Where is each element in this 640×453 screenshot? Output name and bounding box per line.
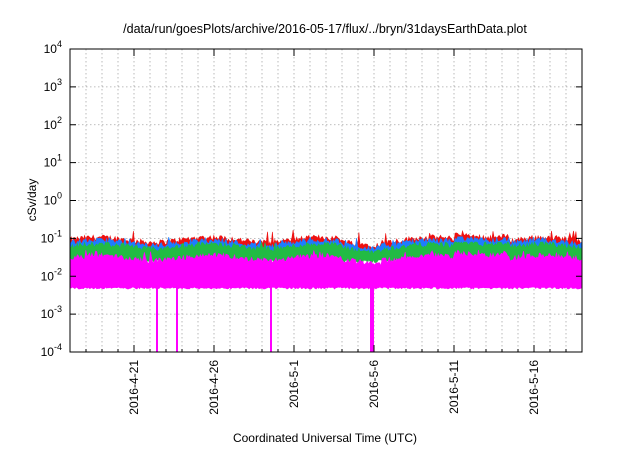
y-tick-label: 10-3 bbox=[41, 304, 62, 321]
x-tick-label: 2016-4-21 bbox=[127, 360, 141, 415]
x-tick-label: 2016-5-16 bbox=[527, 360, 541, 415]
y-tick-label: 100 bbox=[44, 191, 62, 208]
y-tick-label: 101 bbox=[44, 153, 62, 170]
x-tick-label: 2016-5-11 bbox=[447, 360, 461, 414]
x-tick-label: 2016-5-6 bbox=[367, 360, 381, 408]
series-layer bbox=[69, 229, 583, 352]
x-axis-label: Coordinated Universal Time (UTC) bbox=[233, 431, 417, 445]
dropout-spike bbox=[370, 284, 374, 352]
y-tick-label: 102 bbox=[44, 115, 62, 132]
y-axis-label: cSv/day bbox=[25, 179, 39, 222]
x-tick-label: 2016-4-26 bbox=[207, 360, 221, 415]
y-tick-label: 10-1 bbox=[41, 228, 62, 245]
axis-ticks bbox=[70, 48, 582, 353]
y-tick-label: 10-4 bbox=[41, 342, 62, 359]
dropout-spike bbox=[156, 284, 158, 352]
x-tick-label: 2016-5-1 bbox=[287, 360, 301, 408]
dropout-spike bbox=[270, 284, 272, 352]
y-tick-label: 104 bbox=[44, 39, 62, 56]
x-tick-labels: 2016-4-21 2016-4-26 2016-5-1 2016-5-6 2016-5… bbox=[127, 360, 541, 415]
y-tick-labels: 10-4 10-3 10-2 10-1 100 101 102 103 104 bbox=[41, 39, 62, 359]
y-tick-label: 103 bbox=[44, 77, 62, 94]
y-tick-label: 10-2 bbox=[41, 266, 62, 283]
dropout-spike bbox=[176, 284, 178, 352]
chart-title: /data/run/goesPlots/archive/2016-05-17/f… bbox=[123, 22, 527, 36]
